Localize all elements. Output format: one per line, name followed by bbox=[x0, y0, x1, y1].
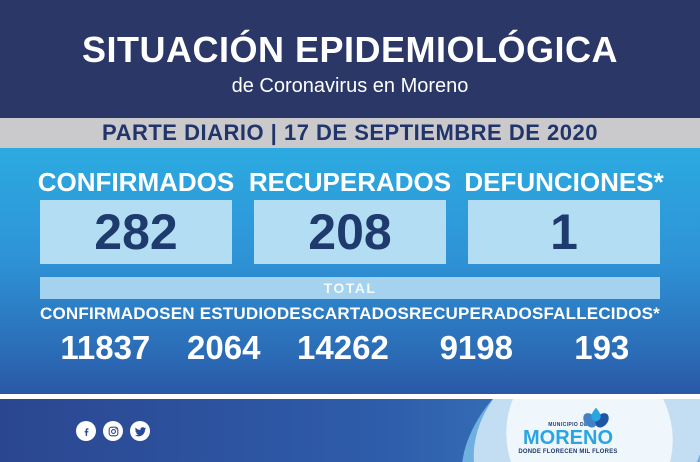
stat-defunciones-daily: DEFUNCIONES* 1 bbox=[464, 169, 664, 264]
stat-label: CONFIRMADOS bbox=[37, 167, 235, 197]
totals-row: CONFIRMADOS 11837 EN ESTUDIO 2064 DESCAR… bbox=[40, 304, 661, 366]
stat-value-box: 208 bbox=[254, 200, 446, 264]
stats-area: CONFIRMADOS 282 RECUPERADOS 208 DEFUNCIO… bbox=[0, 148, 700, 394]
date-bar-text: PARTE DIARIO | 17 DE SEPTIEMBRE DE 2020 bbox=[102, 120, 598, 145]
total-value: 11837 bbox=[60, 329, 151, 366]
page-subtitle: de Coronavirus en Moreno bbox=[231, 74, 469, 97]
stat-label: RECUPERADOS bbox=[248, 167, 452, 197]
total-label: FALLECIDOS* bbox=[543, 304, 660, 323]
total-label: EN ESTUDIO bbox=[170, 304, 277, 323]
total-fallecidos: FALLECIDOS* 193 bbox=[543, 304, 661, 366]
stat-value: 1 bbox=[550, 204, 578, 260]
total-label: CONFIRMADOS bbox=[40, 304, 171, 323]
total-descartados: DESCARTADOS 14262 bbox=[276, 304, 410, 366]
stat-value: 208 bbox=[308, 204, 392, 260]
date-bar: PARTE DIARIO | 17 DE SEPTIEMBRE DE 2020 bbox=[0, 118, 700, 148]
stat-value: 282 bbox=[94, 204, 178, 260]
total-label: DESCARTADOS bbox=[276, 304, 410, 323]
total-value: 9198 bbox=[439, 329, 513, 366]
social-icons bbox=[76, 421, 150, 441]
logo-tagline: DONDE FLORECEN MIL FLORES bbox=[518, 449, 618, 455]
instagram-icon bbox=[103, 421, 123, 441]
total-bar-label: TOTAL bbox=[323, 280, 377, 296]
facebook-icon bbox=[76, 421, 96, 441]
total-bar: TOTAL bbox=[40, 277, 660, 299]
total-value: 193 bbox=[574, 329, 630, 366]
total-confirmados: CONFIRMADOS 11837 bbox=[40, 304, 171, 366]
total-value: 14262 bbox=[297, 329, 389, 366]
daily-stats-row: CONFIRMADOS 282 RECUPERADOS 208 DEFUNCIO… bbox=[37, 167, 664, 264]
stat-value-box: 282 bbox=[40, 200, 232, 264]
separator-line bbox=[0, 394, 700, 399]
logo-name: MORENO bbox=[523, 427, 613, 449]
flower-icon bbox=[583, 407, 609, 428]
total-value: 2064 bbox=[187, 329, 261, 366]
logo-small-text: MUNICIPIO DE bbox=[548, 422, 588, 428]
stat-label: DEFUNCIONES* bbox=[464, 167, 664, 197]
page-title: SITUACIÓN EPIDEMIOLÓGICA bbox=[81, 28, 619, 70]
total-label: RECUPERADOS bbox=[409, 304, 544, 323]
stat-confirmados-daily: CONFIRMADOS 282 bbox=[37, 167, 235, 264]
footer: MUNICIPIO DE MORENO DONDE FLORECEN MIL F… bbox=[0, 399, 700, 462]
stat-value-box: 1 bbox=[468, 200, 660, 264]
stat-recuperados-daily: RECUPERADOS 208 bbox=[249, 169, 451, 264]
moreno-logo: MUNICIPIO DE MORENO DONDE FLORECEN MIL F… bbox=[505, 402, 631, 455]
total-en-estudio: EN ESTUDIO 2064 bbox=[170, 304, 277, 366]
header-band: SITUACIÓN EPIDEMIOLÓGICA de Coronavirus … bbox=[0, 0, 700, 118]
twitter-icon bbox=[130, 421, 150, 441]
total-recuperados: RECUPERADOS 9198 bbox=[409, 304, 544, 366]
